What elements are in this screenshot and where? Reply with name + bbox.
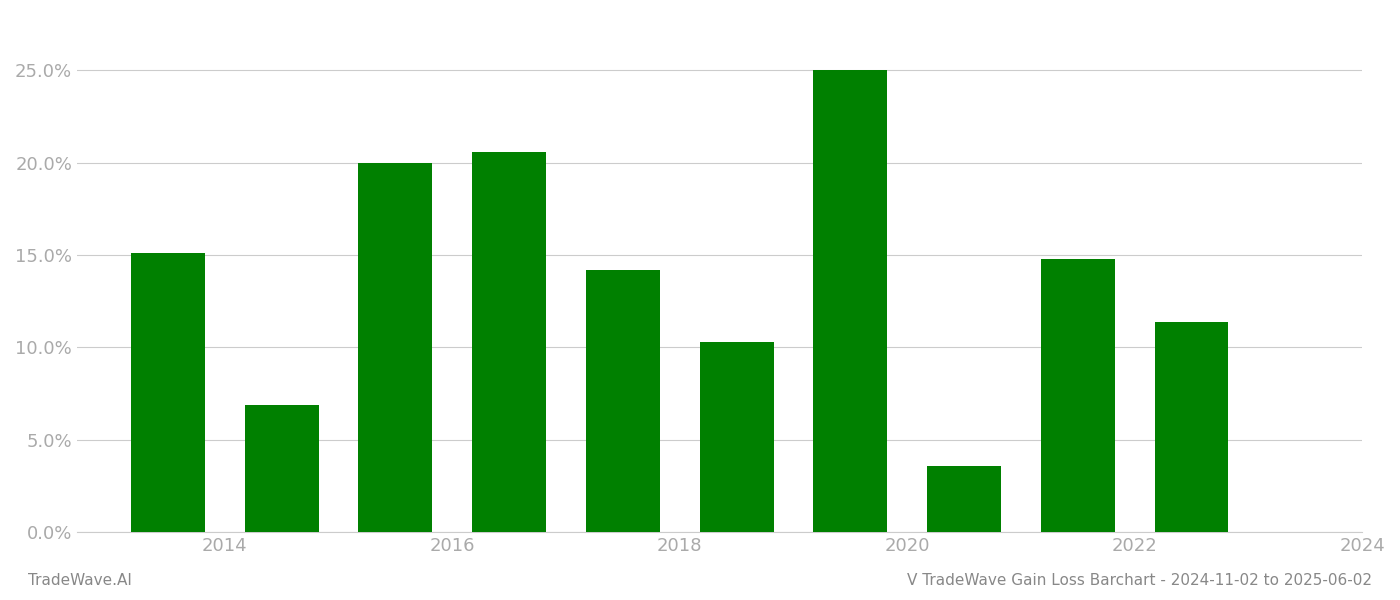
Bar [245,405,319,532]
Bar [813,70,888,532]
Text: TradeWave.AI: TradeWave.AI [28,573,132,588]
Bar [927,466,1001,532]
Bar [132,253,204,532]
Bar [1040,259,1114,532]
Bar [1155,322,1228,532]
Bar [587,270,659,532]
Bar [472,152,546,532]
Bar [700,342,774,532]
Bar [358,163,433,532]
Text: V TradeWave Gain Loss Barchart - 2024-11-02 to 2025-06-02: V TradeWave Gain Loss Barchart - 2024-11… [907,573,1372,588]
